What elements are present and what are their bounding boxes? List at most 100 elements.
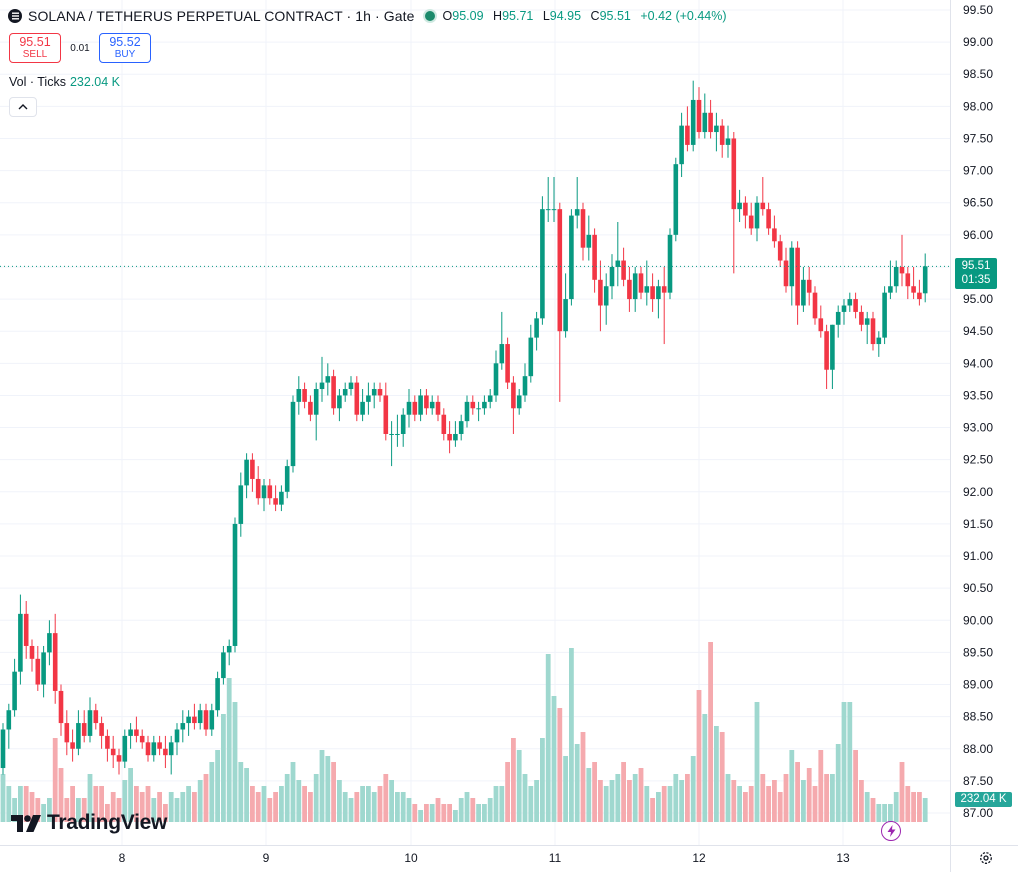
price-tick-label: 88.00 <box>963 742 993 756</box>
volume-bar <box>64 798 70 822</box>
volume-bar <box>360 786 365 822</box>
volume-bar <box>435 798 441 822</box>
volume-legend[interactable]: Vol · Ticks 232.04 K <box>9 75 120 89</box>
volume-bar <box>296 780 302 822</box>
price-tick-label: 97.50 <box>963 131 993 145</box>
volume-bar <box>221 714 226 822</box>
candle-body <box>87 710 93 736</box>
candle-body <box>476 408 481 410</box>
market-status-icon <box>424 11 435 21</box>
buy-label: BUY <box>114 49 136 60</box>
candle-body <box>545 209 551 211</box>
volume-bar <box>603 786 609 822</box>
candle-body <box>284 466 290 492</box>
candle-body <box>209 710 215 730</box>
buy-button[interactable]: 95.52 BUY <box>99 33 151 63</box>
candle-body <box>308 401 313 415</box>
volume-bar <box>743 792 748 822</box>
candle-body <box>899 266 905 274</box>
candle-body <box>366 395 371 402</box>
volume-bar <box>516 750 522 822</box>
volume-bar <box>255 792 261 822</box>
sell-button[interactable]: 95.51 SELL <box>9 33 61 63</box>
candle-body <box>470 401 476 409</box>
time-tick-label: 8 <box>119 851 126 865</box>
candle-body <box>395 433 400 435</box>
solana-icon[interactable] <box>8 9 22 23</box>
price-tick-label: 93.50 <box>963 388 993 402</box>
candle-body <box>360 401 365 415</box>
time-tick-label: 12 <box>692 851 706 865</box>
lightning-icon <box>887 825 895 837</box>
volume-bar <box>412 804 418 822</box>
candle-body <box>6 710 12 730</box>
candle-body <box>830 324 835 370</box>
volume-bar <box>563 756 568 822</box>
volume-bar <box>777 792 783 822</box>
volume-bar <box>725 774 731 822</box>
volume-bar <box>325 756 331 822</box>
volume-bar <box>134 786 139 822</box>
collapse-legend-button[interactable] <box>9 97 37 117</box>
volume-bar <box>795 762 800 822</box>
volume-bar <box>650 798 655 822</box>
symbol-title[interactable]: SOLANA / TETHERUS PERPETUAL CONTRACT · 1… <box>28 8 415 24</box>
volume-bar <box>168 792 174 822</box>
candle-body <box>656 286 661 300</box>
candle-body <box>296 389 302 402</box>
volume-bar <box>917 792 922 822</box>
candle-body <box>389 433 394 435</box>
price-tick-label: 97.00 <box>963 164 993 178</box>
lightning-button[interactable] <box>881 821 901 841</box>
candle-body <box>812 292 818 319</box>
candle-body <box>29 645 35 659</box>
price-tick-label: 96.00 <box>963 228 993 242</box>
time-axis: 8 9 10 11 12 13 <box>119 851 850 865</box>
candle-body <box>551 209 557 211</box>
candle-body <box>186 716 191 724</box>
candle-body <box>145 742 151 756</box>
candle-body <box>905 273 911 287</box>
candle-body <box>418 395 423 415</box>
volume-bar <box>267 798 273 822</box>
trade-buttons: 95.51 SELL 0.01 95.52 BUY <box>9 33 151 63</box>
gear-icon[interactable] <box>978 850 994 866</box>
candle-body <box>627 279 632 300</box>
price-tick-label: 87.50 <box>963 774 993 788</box>
volume-bar <box>760 774 766 822</box>
volume-bar <box>145 786 151 822</box>
candle-body <box>383 395 389 434</box>
volume-bar <box>731 780 737 822</box>
volume-bar <box>540 738 545 822</box>
price-tick-label: 99.50 <box>963 3 993 17</box>
volume-bar <box>424 804 429 822</box>
volume-bar <box>302 786 307 822</box>
price-candles <box>0 80 928 775</box>
volume-bar <box>232 702 238 822</box>
candle-body <box>673 164 679 235</box>
volume-bar <box>580 732 586 822</box>
volume-bar <box>783 774 789 822</box>
tradingview-logo[interactable]: TradingView <box>11 811 167 835</box>
candle-body <box>638 273 644 293</box>
volume-bar <box>464 792 470 822</box>
volume-bar <box>406 798 412 822</box>
volume-bar <box>824 774 829 822</box>
volume-bar <box>621 762 626 822</box>
candle-body <box>580 209 586 248</box>
volume-bar <box>157 792 162 822</box>
price-tick-label: 89.00 <box>963 678 993 692</box>
volume-bar <box>714 726 719 822</box>
close-value: 95.51 <box>599 9 631 23</box>
volume-bar <box>371 792 377 822</box>
candle-body <box>754 202 760 229</box>
volume-bar <box>348 798 354 822</box>
time-tick-label: 10 <box>404 851 418 865</box>
candle-body <box>661 286 667 293</box>
time-tick-label: 11 <box>549 851 562 865</box>
volume-bar <box>638 768 644 822</box>
candle-body <box>499 344 505 364</box>
chevron-up-icon <box>18 104 28 110</box>
